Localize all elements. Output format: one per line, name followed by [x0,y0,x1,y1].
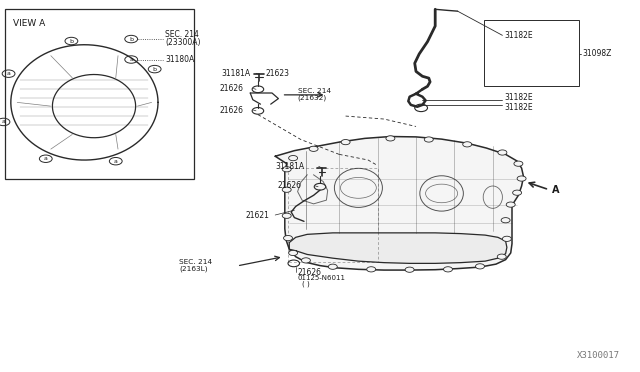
Text: ( ): ( ) [302,280,310,287]
Text: a: a [1,119,5,125]
Text: 21626: 21626 [220,106,244,115]
Text: A: A [552,186,559,195]
Text: 21626: 21626 [298,268,322,277]
Text: a: a [114,159,118,164]
Circle shape [282,213,291,218]
Circle shape [476,264,484,269]
Circle shape [289,155,298,161]
Text: a: a [129,57,133,62]
Text: 31181A: 31181A [221,69,251,78]
Circle shape [501,218,510,223]
Circle shape [341,140,350,145]
Circle shape [514,161,523,166]
Circle shape [405,267,414,272]
Circle shape [497,254,506,259]
Text: 21626: 21626 [220,84,244,93]
Text: VIEW A: VIEW A [13,19,45,28]
Text: 31182E: 31182E [504,103,533,112]
Circle shape [386,136,395,141]
Circle shape [309,146,318,151]
Text: 31098Z: 31098Z [582,49,612,58]
Circle shape [506,202,515,207]
Text: 31180A: 31180A [165,55,195,64]
Circle shape [367,267,376,272]
Text: b: b [153,67,157,71]
Text: 21623: 21623 [266,69,289,78]
Text: X3100017: X3100017 [577,351,620,360]
Text: b: b [69,39,74,44]
Text: SEC. 214: SEC. 214 [298,88,331,94]
Circle shape [498,150,507,155]
Circle shape [517,176,526,181]
Text: 31182E: 31182E [504,93,533,102]
Circle shape [284,235,292,241]
Circle shape [463,142,472,147]
Circle shape [289,250,298,256]
FancyBboxPatch shape [5,9,194,179]
Circle shape [502,236,511,241]
Text: 01125-N6011: 01125-N6011 [298,275,346,281]
Circle shape [444,267,452,272]
FancyBboxPatch shape [484,20,579,86]
Circle shape [282,167,291,172]
Text: (21632): (21632) [298,94,327,101]
Circle shape [513,190,522,195]
Text: b: b [129,36,133,42]
Polygon shape [289,233,507,263]
Text: SEC. 214: SEC. 214 [165,30,199,39]
Text: 31181A: 31181A [275,162,305,171]
Circle shape [328,264,337,269]
Text: 21621: 21621 [246,211,269,220]
Text: SEC. 214: SEC. 214 [179,259,212,265]
Text: a: a [6,71,10,76]
Circle shape [301,258,310,263]
Circle shape [424,137,433,142]
Text: 31182E: 31182E [504,31,533,40]
Text: (2163L): (2163L) [179,265,208,272]
Text: a: a [44,156,48,161]
Text: (23300A): (23300A) [165,38,200,47]
Circle shape [282,187,291,192]
Text: 21626: 21626 [278,182,302,190]
Polygon shape [275,137,524,270]
